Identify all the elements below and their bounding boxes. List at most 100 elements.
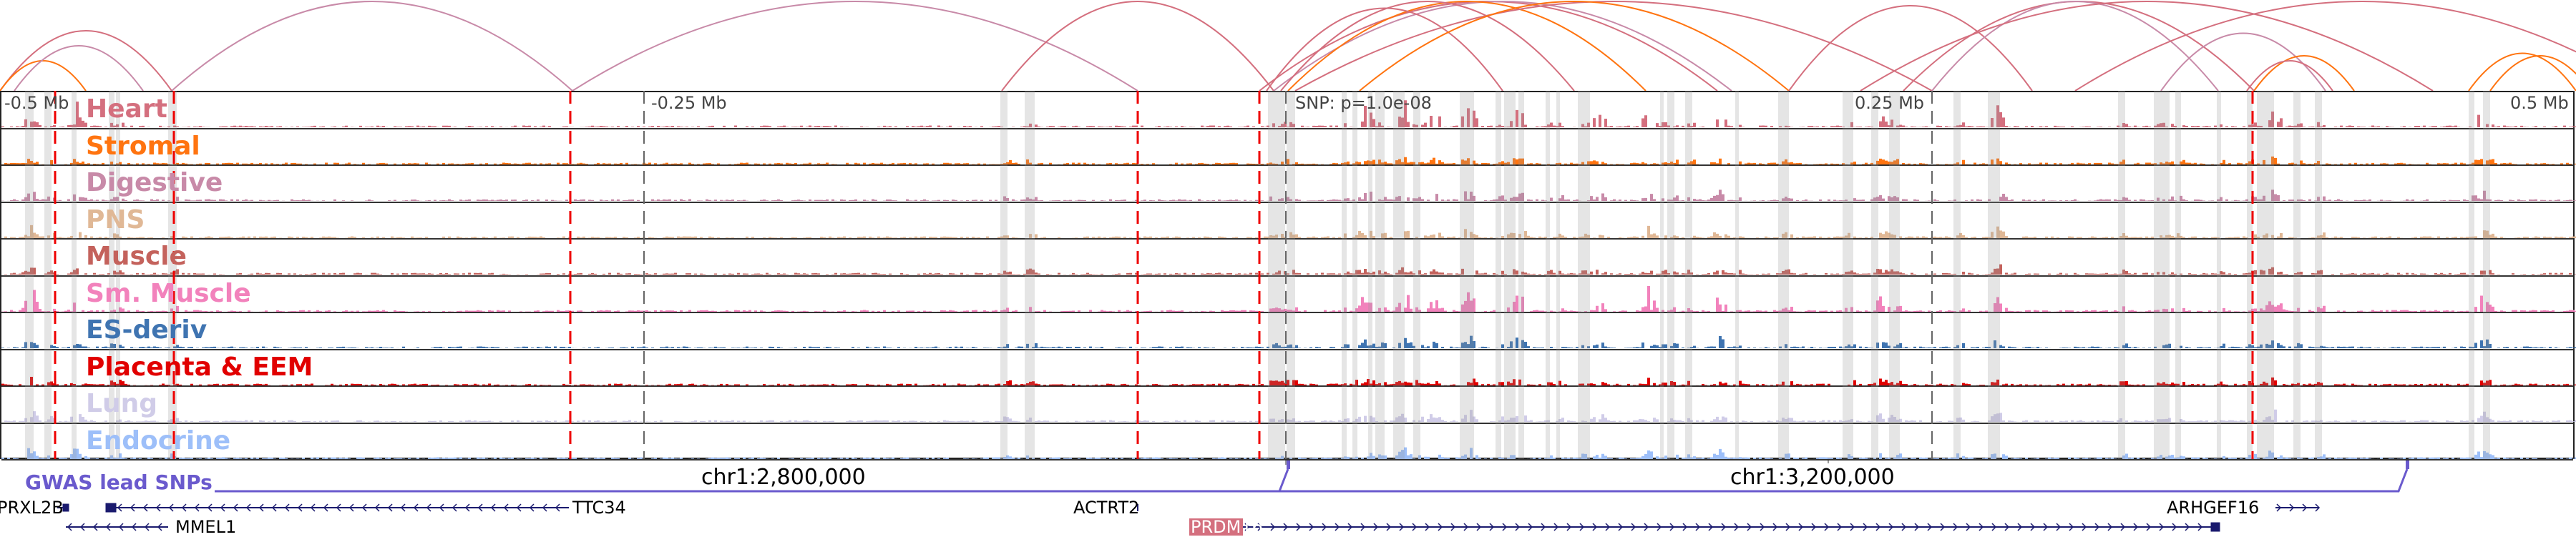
signal-histogram — [4, 409, 2576, 422]
enhancer-highlight — [1393, 91, 1405, 459]
loop-arc — [2246, 60, 2333, 91]
strand-chevron — [92, 523, 98, 531]
strand-chevron — [2004, 523, 2010, 531]
loop-arc — [1860, 1, 2434, 91]
strand-chevron — [1528, 523, 1533, 531]
signal-histogram — [1, 447, 2576, 459]
gene-prxl2b[interactable]: PRXL2B — [0, 498, 64, 518]
loop-arc — [1280, 1, 1575, 91]
strand-chevron — [1914, 523, 1920, 531]
strand-chevron — [297, 503, 303, 512]
enhancer-highlight — [72, 91, 77, 459]
track-stromal: Stromal — [1, 129, 2576, 166]
gene-arhgef16[interactable]: ARHGEF16 — [2167, 498, 2260, 518]
gene-ttc34[interactable]: TTC34 — [572, 498, 626, 518]
strand-chevron — [1901, 523, 1907, 531]
strand-chevron — [426, 503, 431, 512]
signal-histogram — [1, 100, 2576, 127]
track-placenta-eem: Placenta & EEM — [1, 350, 2576, 387]
strand-chevron — [1708, 523, 1714, 531]
strand-chevron — [490, 503, 496, 512]
enhancer-highlight — [1496, 91, 1501, 459]
enhancer-highlight — [1375, 91, 1385, 459]
track-label: Stromal — [86, 131, 200, 161]
enhancer-highlight — [1518, 91, 1524, 459]
enhancer-highlight — [2293, 91, 2301, 459]
strand-chevron — [516, 503, 522, 512]
gwas-snp-marker — [2406, 460, 2409, 469]
enhancer-highlight — [1988, 91, 2000, 459]
strand-chevron — [1850, 523, 1855, 531]
strand-chevron — [1373, 523, 1379, 531]
strand-chevron — [2133, 523, 2139, 531]
strand-chevron — [271, 503, 277, 512]
strand-chevron — [2017, 523, 2023, 531]
strand-chevron — [2315, 503, 2321, 512]
signal-histogram — [1, 285, 2576, 312]
loop-arc — [1359, 1, 1790, 91]
track-label: Digestive — [86, 168, 223, 197]
strand-chevron — [400, 503, 406, 512]
strand-chevron — [2159, 523, 2165, 531]
strand-chevron — [105, 523, 111, 531]
strand-chevron — [118, 523, 124, 531]
strand-chevron — [1296, 523, 1302, 531]
track-label: PNS — [86, 205, 145, 235]
loop-arc — [2489, 55, 2576, 91]
enhancer-highlight — [2483, 91, 2490, 459]
axis-label-right: 0.5 Mb — [2510, 93, 2569, 113]
strand-chevron — [2107, 523, 2113, 531]
strand-chevron — [1553, 523, 1559, 531]
strand-chevron — [1863, 523, 1868, 531]
enhancer-highlight — [1413, 91, 1420, 459]
enhancer-highlight — [2175, 91, 2181, 459]
enhancer-highlight — [1953, 91, 1961, 459]
strand-chevron — [2120, 523, 2126, 531]
strand-chevron — [1888, 523, 1894, 531]
signal-histogram — [1, 335, 2576, 348]
track-sm-muscle: Sm. Muscle — [1, 277, 2576, 313]
coord-label-left: chr1:2,800,000 — [701, 465, 866, 490]
strand-chevron — [1837, 523, 1843, 531]
loop-arc — [171, 1, 573, 91]
strand-chevron — [310, 503, 316, 512]
strand-chevron — [220, 503, 225, 512]
strand-chevron — [413, 503, 419, 512]
strand-chevron — [1669, 523, 1675, 531]
strand-chevron — [233, 503, 238, 512]
enhancer-highlight — [1460, 91, 1474, 459]
enhancer-highlight — [44, 91, 52, 459]
strand-chevron — [67, 523, 72, 531]
snp-label: SNP: p=1.0e-08 — [1295, 93, 1432, 113]
strand-chevron — [130, 503, 135, 512]
gene-mmel1[interactable]: MMEL1 — [175, 517, 237, 537]
strand-chevron — [1515, 523, 1521, 531]
loop-arc — [2468, 52, 2576, 91]
track-label: Muscle — [86, 242, 187, 271]
strand-chevron — [1360, 523, 1366, 531]
loop-arc — [572, 1, 1138, 91]
signal-histogram — [1, 189, 2576, 201]
highlight-overlay — [25, 91, 2490, 459]
strand-chevron — [1824, 523, 1830, 531]
strand-chevron — [194, 503, 200, 512]
strand-chevron — [1412, 523, 1418, 531]
strand-chevron — [2302, 503, 2308, 512]
strand-chevron — [2082, 523, 2087, 531]
strand-chevron — [452, 503, 457, 512]
strand-chevron — [2069, 523, 2074, 531]
strand-chevron — [464, 503, 470, 512]
enhancer-highlight — [2469, 91, 2474, 459]
gene-actrt2[interactable]: ACTRT2 — [1073, 498, 1140, 518]
strand-chevron — [157, 523, 162, 531]
gene-prdm16[interactable]: PRDM16 — [1191, 517, 1263, 537]
strand-chevron — [1502, 523, 1508, 531]
strand-chevron — [1566, 523, 1572, 531]
loop-arc — [1001, 1, 1274, 91]
strand-chevron — [1875, 523, 1881, 531]
loop-arc — [2074, 1, 2576, 91]
strand-chevron — [361, 503, 367, 512]
strand-chevron — [181, 503, 187, 512]
loop-arc — [2253, 55, 2355, 91]
strand-chevron — [2289, 503, 2295, 512]
